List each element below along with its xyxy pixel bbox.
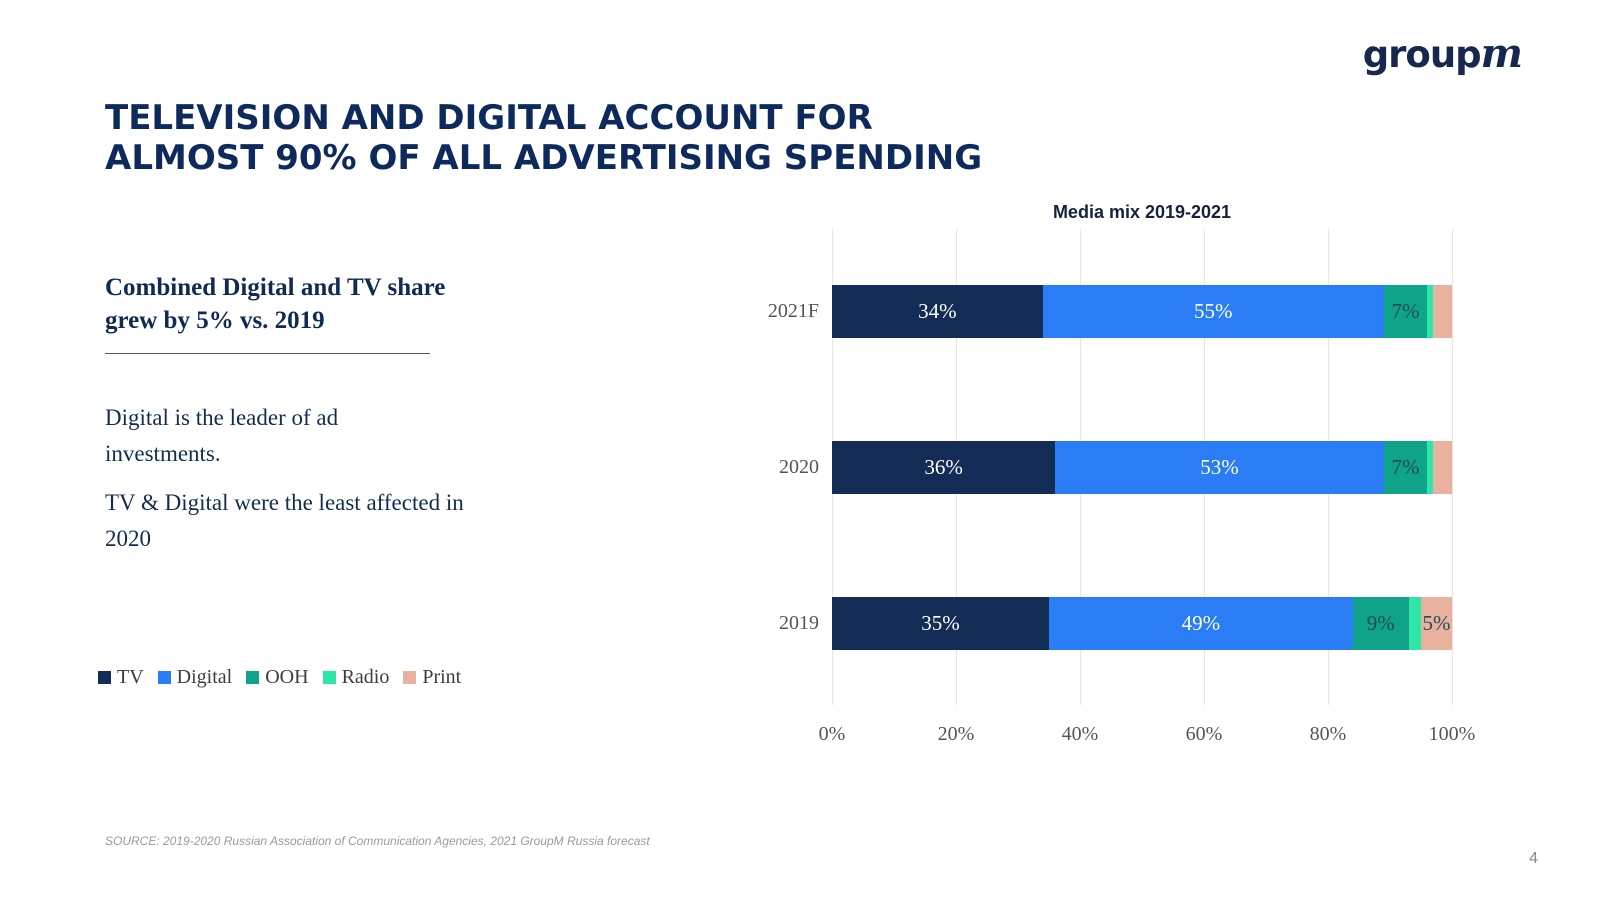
legend-swatch-tv: [98, 671, 111, 684]
legend-item-digital: Digital: [157, 666, 233, 689]
x-axis-tick-60%: 60%: [1185, 723, 1223, 745]
body1-line2: investments.: [105, 440, 221, 466]
logo-text-m: m: [1480, 30, 1523, 77]
bar-row-2020: 2020 36% 53% 7%: [779, 440, 1452, 494]
left-panel: Combined Digital and TV share grew by 5%…: [105, 272, 575, 557]
bar-value-label: 9%: [1366, 610, 1395, 635]
bar-segment-ooh-2021f: 7%: [1383, 284, 1428, 338]
chart-plot-area: 2021F 34% 55% 7% 2020 36% 53% 7% 2019 35% 49% 9% 5%: [768, 229, 1453, 705]
bar-segment-digital-2020: 53%: [1055, 440, 1384, 494]
bar-segment-ooh-2019: 9%: [1352, 596, 1409, 650]
x-axis-tick-80%: 80%: [1309, 723, 1347, 745]
bar-row-2021f: 2021F 34% 55% 7%: [768, 284, 1452, 338]
legend-swatch-ooh: [246, 671, 260, 684]
source-note: SOURCE: 2019-2020 Russian Association of…: [105, 834, 650, 848]
bar-value-label: 7%: [1391, 454, 1420, 479]
media-mix-chart: Media mix 2019-2021 2021F 34% 55% 7% 2020 36%…: [742, 202, 1502, 759]
legend-label-digital: Digital: [176, 666, 233, 688]
slide-title-line2: ALMOST 90% OF ALL ADVERTISING SPENDING: [105, 138, 983, 179]
category-label-2020: 2020: [779, 455, 819, 478]
key-finding-line2: grew by 5% vs. 2019: [105, 306, 325, 334]
body2-line2: 2020: [105, 525, 151, 551]
bar-value-label: 53%: [1200, 454, 1239, 479]
page-number: 4: [1529, 850, 1538, 867]
heading-underline: [105, 353, 430, 354]
bar-segment-digital-2021f: 55%: [1042, 284, 1384, 338]
groupm-logo: groupm: [1362, 30, 1523, 77]
key-finding-heading: Combined Digital and TV share grew by 5%…: [105, 272, 575, 337]
body1-line1: Digital is the leader of ad: [105, 405, 339, 430]
bar-segment-tv-2020: 36%: [832, 440, 1056, 494]
bar-segment-print-2020: [1433, 440, 1452, 494]
bar-segment-digital-2019: 49%: [1049, 596, 1353, 650]
bar-segment-print-2019: 5%: [1420, 596, 1452, 650]
bar-segment-ooh-2020: 7%: [1383, 440, 1428, 494]
bar-segment-radio-2020: [1427, 440, 1434, 494]
body2-line1: TV & Digital were the least affected in: [105, 490, 464, 516]
chart-legend: TV Digital OOH Radio Print: [98, 666, 475, 689]
x-axis-tick-100%: 100%: [1428, 723, 1476, 745]
legend-label-print: Print: [422, 666, 462, 688]
bar-value-label: 35%: [921, 610, 960, 635]
bar-segment-tv-2019: 35%: [832, 596, 1049, 650]
chart-title: Media mix 2019-2021: [1052, 202, 1232, 222]
bar-value-label: 55%: [1194, 298, 1233, 323]
category-label-2019: 2019: [779, 611, 819, 634]
slide-title: TELEVISION AND DIGITAL ACCOUNT FOR ALMOS…: [105, 98, 982, 178]
x-axis-tick-40%: 40%: [1061, 723, 1099, 745]
bar-value-label: 5%: [1422, 610, 1451, 635]
logo-text-group: group: [1362, 33, 1482, 76]
bar-segment-print-2021f: [1433, 284, 1452, 338]
body-paragraph-1: Digital is the leader of ad investments.: [105, 400, 575, 471]
bar-segment-radio-2021f: [1427, 284, 1434, 338]
legend-swatch-print: [403, 671, 417, 684]
bar-value-label: 7%: [1391, 298, 1420, 323]
bar-value-label: 36%: [924, 454, 963, 479]
x-axis-tick-20%: 20%: [937, 723, 975, 745]
bar-value-label: 49%: [1181, 610, 1221, 635]
bar-segment-radio-2019: [1408, 596, 1421, 650]
bar-segment-tv-2021f: 34%: [832, 284, 1043, 338]
legend-label-radio: Radio: [341, 666, 390, 688]
bar-value-label: 34%: [918, 298, 957, 323]
key-finding-line1: Combined Digital and TV share: [105, 274, 446, 301]
legend-item-tv: TV: [98, 666, 144, 689]
slide-title-line1: TELEVISION AND DIGITAL ACCOUNT FOR: [105, 98, 873, 138]
chart-x-axis: 0% 20% 40% 60% 80% 100%: [819, 715, 1476, 759]
gridline-100%: [1452, 229, 1453, 705]
legend-label-tv: TV: [117, 666, 144, 688]
x-axis-tick-0%: 0%: [818, 723, 846, 745]
legend-item-radio: Radio: [322, 666, 390, 689]
bar-row-2019: 2019 35% 49% 9% 5%: [779, 596, 1452, 650]
legend-swatch-radio: [322, 671, 336, 684]
category-label-2021f: 2021F: [767, 299, 819, 322]
legend-label-ooh: OOH: [265, 666, 309, 688]
body-paragraph-2: TV & Digital were the least affected in …: [105, 485, 575, 556]
legend-swatch-digital: [157, 671, 171, 684]
legend-item-print: Print: [403, 666, 461, 689]
legend-item-ooh: OOH: [246, 666, 309, 689]
